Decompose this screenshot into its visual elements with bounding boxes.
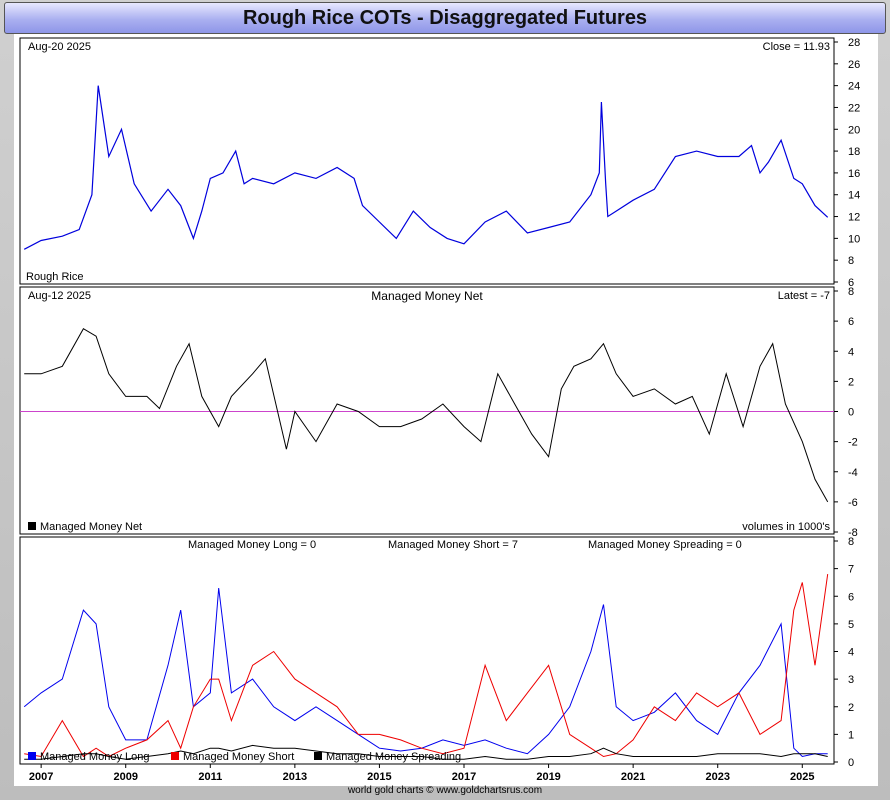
- net-date-label: Aug-12 2025: [28, 290, 91, 302]
- long-series-line: [23, 587, 828, 758]
- price-close-label: Close = 11.93: [763, 41, 830, 53]
- year-tick-label: 2015: [367, 771, 391, 783]
- price-ytick-label: 10: [848, 233, 860, 245]
- price-ytick-label: 26: [848, 59, 860, 71]
- positions-legend-swatch-1: [28, 752, 36, 760]
- chart-area: 6 8 10 12 14 16 18 20 22 24 26 28 Aug-20 2025 Close =…: [14, 34, 878, 786]
- positions-ytick-label: 2: [848, 702, 854, 714]
- price-ytick-label: 12: [848, 212, 860, 224]
- year-tick-label: 2021: [621, 771, 645, 783]
- positions-legend-label-2: Managed Money Short: [183, 751, 294, 763]
- net-latest-label: Latest = -7: [778, 290, 830, 302]
- price-ytick-label: 8: [848, 255, 854, 267]
- price-ytick-label: 18: [848, 146, 860, 158]
- net-ytick-label: -2: [848, 437, 858, 449]
- panel-1-border: [19, 37, 835, 285]
- positions-legend-label-1: Managed Money Long: [40, 751, 149, 763]
- net-panel-title: Managed Money Net: [371, 289, 483, 303]
- panel-2-border: [19, 286, 835, 535]
- positions-ytick-label: 6: [848, 591, 854, 603]
- price-ytick-label: 24: [848, 81, 860, 93]
- positions-header-1: Managed Money Long = 0: [188, 539, 316, 551]
- positions-ytick-label: 5: [848, 619, 854, 631]
- price-ytick-label: 16: [848, 168, 860, 180]
- price-date-label: Aug-20 2025: [28, 41, 91, 53]
- net-ytick-label: -6: [848, 497, 858, 509]
- positions-ytick-label: 0: [848, 757, 854, 769]
- year-tick-label: 2017: [452, 771, 476, 783]
- price-ytick-label: 20: [848, 124, 860, 136]
- net-ytick-label: 2: [848, 376, 854, 388]
- price-corner-label: Rough Rice: [26, 271, 83, 283]
- positions-header-3: Managed Money Spreading = 0: [588, 539, 742, 551]
- chart-title: Rough Rice COTs - Disaggregated Futures: [4, 2, 886, 34]
- price-ytick-label: 28: [848, 37, 860, 49]
- volume-note: volumes in 1000's: [742, 521, 830, 533]
- net-ytick-label: -4: [848, 467, 858, 479]
- net-legend-swatch: [28, 522, 36, 530]
- net-legend-label: Managed Money Net: [40, 521, 142, 533]
- year-tick-label: 2023: [705, 771, 729, 783]
- positions-ytick-label: 8: [848, 536, 854, 548]
- year-tick-label: 2025: [790, 771, 814, 783]
- positions-legend-swatch-2: [171, 752, 179, 760]
- year-tick-label: 2011: [198, 771, 222, 783]
- net-series-line: [24, 328, 829, 503]
- net-ytick-label: -8: [848, 527, 858, 539]
- price-ytick-label: 14: [848, 190, 860, 202]
- short-series-line: [24, 574, 829, 758]
- price-ytick-label: 22: [848, 102, 860, 114]
- positions-legend-swatch-3: [314, 752, 322, 760]
- price-ytick-label: 6: [848, 277, 854, 289]
- price-series-line: [23, 85, 829, 250]
- net-ytick-label: 0: [848, 407, 854, 419]
- spreading-series-line: [24, 744, 828, 760]
- year-tick-label: 2007: [29, 771, 53, 783]
- year-tick-label: 2019: [536, 771, 560, 783]
- positions-legend-label-3: Managed Money Spreading: [326, 751, 461, 763]
- positions-ytick-label: 4: [848, 647, 854, 659]
- positions-ytick-label: 1: [848, 729, 854, 741]
- positions-ytick-label: 7: [848, 564, 854, 576]
- net-ytick-label: 6: [848, 316, 854, 328]
- credit-text: world gold charts © www.goldchartsrus.co…: [347, 785, 543, 796]
- net-ytick-label: 8: [848, 286, 854, 298]
- panel-3-border: [19, 536, 835, 765]
- positions-header-2: Managed Money Short = 7: [388, 539, 518, 551]
- year-tick-label: 2009: [113, 771, 137, 783]
- positions-ytick-label: 3: [848, 674, 854, 686]
- net-ytick-label: 4: [848, 346, 854, 358]
- year-tick-label: 2013: [283, 771, 307, 783]
